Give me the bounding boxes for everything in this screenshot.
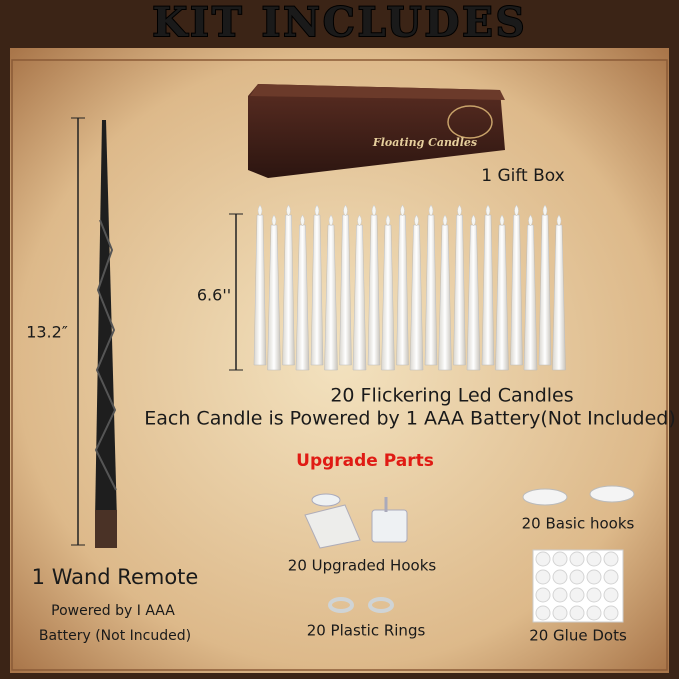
glue-dot — [586, 569, 602, 585]
plastic-ring — [328, 597, 354, 613]
upgraded-hook — [311, 493, 341, 507]
candle-flame — [528, 214, 533, 227]
title: KIT INCLUDES — [152, 0, 527, 46]
wand-length: 13.2″ — [26, 323, 68, 342]
glue-dot — [535, 605, 551, 621]
candle-flame — [457, 204, 462, 217]
candle-flame — [385, 214, 391, 227]
candle-flame — [514, 204, 519, 217]
glue-dot — [603, 551, 619, 567]
glue-dot — [535, 569, 551, 585]
box-print: Floating Candles — [372, 136, 477, 149]
candles-note: Each Candle is Powered by 1 AAA Battery(… — [144, 408, 676, 430]
wand-handle — [95, 510, 117, 548]
candle-height: 6.6'' — [197, 286, 231, 305]
candles-label: 20 Flickering Led Candles — [330, 385, 573, 407]
candle-flame — [328, 214, 334, 227]
glue-dot — [586, 551, 602, 567]
wand-vine — [94, 219, 117, 491]
candle-flame — [314, 204, 320, 217]
candle-flame — [286, 204, 291, 217]
upgraded-hook — [371, 509, 408, 543]
wand-battery-2: Battery (Not Incuded) — [39, 628, 191, 644]
glue-dot — [603, 569, 619, 585]
gift-box-top — [250, 84, 505, 100]
glue-dot — [552, 551, 568, 567]
candle-flame — [343, 204, 348, 217]
plastic-ring — [368, 597, 394, 613]
candle-flame — [357, 214, 362, 227]
candle-flame — [271, 214, 277, 227]
glue-dot — [569, 569, 585, 585]
glue-dot — [586, 587, 602, 603]
glue-dot — [535, 551, 551, 567]
candle-flame — [542, 204, 548, 217]
candle-flame — [485, 204, 491, 217]
basic-hooks-label: 20 Basic hooks — [522, 515, 635, 533]
candle-flame — [499, 214, 505, 227]
candle-flame — [428, 204, 434, 217]
box-emblem — [447, 105, 493, 139]
glue-dot — [569, 605, 585, 621]
gift-box-label: 1 Gift Box — [481, 166, 564, 186]
glue-dot — [603, 587, 619, 603]
wand-label: 1 Wand Remote — [32, 565, 199, 589]
glue-dot — [552, 605, 568, 621]
parchment-border — [11, 59, 668, 671]
basic-hook — [589, 485, 635, 503]
candle-flame — [471, 214, 476, 227]
candle-group — [253, 204, 566, 371]
upgraded-hooks-label: 20 Upgraded Hooks — [288, 557, 437, 575]
basic-hook — [522, 488, 568, 506]
candle-flame — [414, 214, 419, 227]
candle-flame — [300, 214, 305, 227]
glue-dot — [586, 605, 602, 621]
glue-dot — [603, 605, 619, 621]
candle-flame — [400, 204, 405, 217]
glue-dot — [569, 551, 585, 567]
gift-box — [248, 84, 505, 178]
candle-flame — [257, 204, 263, 217]
plastic-rings-label: 20 Plastic Rings — [307, 622, 426, 640]
candle-flame — [442, 214, 448, 227]
glue-dot — [569, 587, 585, 603]
upgraded-hook — [304, 504, 361, 549]
glue-dot — [552, 587, 568, 603]
glue-dots-label: 20 Glue Dots — [529, 627, 627, 645]
candle-flame — [556, 214, 562, 227]
glue-dot — [535, 587, 551, 603]
glue-dot — [552, 569, 568, 585]
upgrade-heading: Upgrade Parts — [296, 451, 434, 471]
glue-dots — [535, 551, 619, 621]
candle-flame — [371, 204, 377, 217]
wand-battery-1: Powered by I AAA — [51, 603, 175, 619]
